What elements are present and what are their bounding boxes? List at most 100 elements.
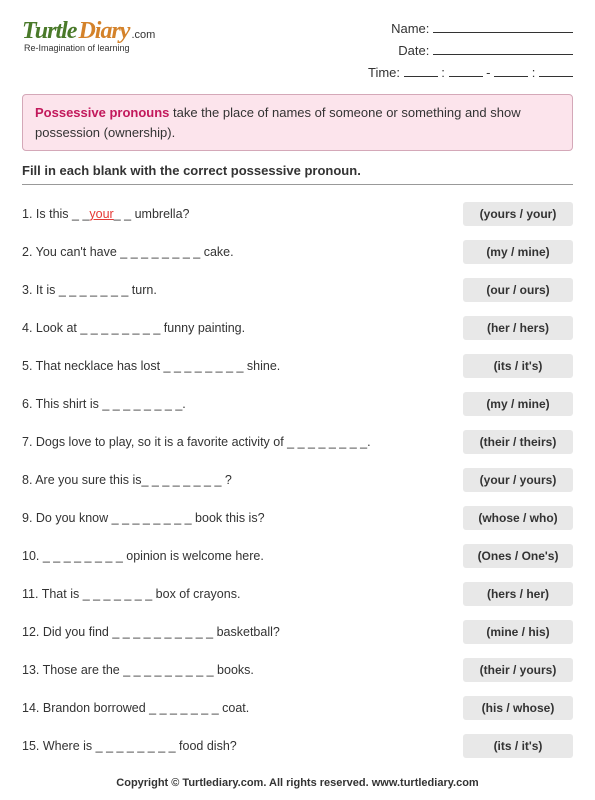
question-row: 7. Dogs love to play, so it is a favorit…	[22, 423, 573, 461]
question-number: 2.	[22, 245, 36, 259]
question-row: 15. Where is _ _ _ _ _ _ _ _ food dish?(…	[22, 727, 573, 765]
question-number: 4.	[22, 321, 36, 335]
question-number: 5.	[22, 359, 36, 373]
question-text: 9. Do you know _ _ _ _ _ _ _ _ book this…	[22, 511, 463, 525]
question-text: 11. That is _ _ _ _ _ _ _ box of crayons…	[22, 587, 463, 601]
question-row: 5. That necklace has lost _ _ _ _ _ _ _ …	[22, 347, 573, 385]
choice-pill: (their / yours)	[463, 658, 573, 682]
question-text: 1. Is this _ _your_ _ umbrella?	[22, 207, 463, 221]
question-pre: Is this _ _	[36, 207, 90, 221]
choice-pill: (its / it's)	[463, 354, 573, 378]
choice-pill: (your / yours)	[463, 468, 573, 492]
question-text: 3. It is _ _ _ _ _ _ _ turn.	[22, 283, 463, 297]
logo-word1: Turtle	[22, 18, 76, 45]
question-pre: Those are the _ _ _ _ _ _ _ _ _ books.	[43, 663, 254, 677]
time-blank-3[interactable]	[494, 65, 528, 77]
question-number: 7.	[22, 435, 36, 449]
question-text: 7. Dogs love to play, so it is a favorit…	[22, 435, 463, 449]
time-blank-2[interactable]	[449, 65, 483, 77]
question-pre: It is _ _ _ _ _ _ _ turn.	[36, 283, 157, 297]
question-pre: Did you find _ _ _ _ _ _ _ _ _ _ basketb…	[43, 625, 280, 639]
logo-tagline: Re-Imagination of learning	[22, 43, 130, 53]
question-row: 12. Did you find _ _ _ _ _ _ _ _ _ _ bas…	[22, 613, 573, 651]
time-label: Time:	[368, 65, 400, 80]
question-post: _ _ umbrella?	[114, 207, 190, 221]
question-row: 10. _ _ _ _ _ _ _ _ opinion is welcome h…	[22, 537, 573, 575]
question-row: 2. You can't have _ _ _ _ _ _ _ _ cake.(…	[22, 233, 573, 271]
question-row: 13. Those are the _ _ _ _ _ _ _ _ _ book…	[22, 651, 573, 689]
question-row: 9. Do you know _ _ _ _ _ _ _ _ book this…	[22, 499, 573, 537]
question-number: 1.	[22, 207, 36, 221]
date-label: Date:	[398, 43, 429, 58]
footer: Copyright © Turtlediary.com. All rights …	[22, 777, 573, 789]
question-number: 6.	[22, 397, 36, 411]
time-sep1: :	[441, 65, 445, 80]
question-pre: That necklace has lost _ _ _ _ _ _ _ _ s…	[36, 359, 281, 373]
question-text: 10. _ _ _ _ _ _ _ _ opinion is welcome h…	[22, 549, 463, 563]
question-pre: Dogs love to play, so it is a favorite a…	[36, 435, 371, 449]
name-line: Name:	[368, 18, 573, 40]
question-row: 1. Is this _ _your_ _ umbrella?(yours / …	[22, 195, 573, 233]
question-row: 3. It is _ _ _ _ _ _ _ turn.(our / ours)	[22, 271, 573, 309]
question-text: 8. Are you sure this is_ _ _ _ _ _ _ _ ?	[22, 473, 463, 487]
question-pre: Look at _ _ _ _ _ _ _ _ funny painting.	[36, 321, 245, 335]
choice-pill: (whose / who)	[463, 506, 573, 530]
question-number: 13.	[22, 663, 43, 677]
question-text: 5. That necklace has lost _ _ _ _ _ _ _ …	[22, 359, 463, 373]
question-row: 14. Brandon borrowed _ _ _ _ _ _ _ coat.…	[22, 689, 573, 727]
logo: Turtle Diary .com Re-Imagination of lear…	[22, 18, 155, 53]
questions-list: 1. Is this _ _your_ _ umbrella?(yours / …	[22, 195, 573, 765]
question-row: 4. Look at _ _ _ _ _ _ _ _ funny paintin…	[22, 309, 573, 347]
logo-suffix: .com	[131, 29, 155, 41]
date-line: Date:	[368, 40, 573, 62]
question-text: 14. Brandon borrowed _ _ _ _ _ _ _ coat.	[22, 701, 463, 715]
question-pre: That is _ _ _ _ _ _ _ box of crayons.	[42, 587, 241, 601]
question-pre: _ _ _ _ _ _ _ _ opinion is welcome here.	[43, 549, 264, 563]
time-sep2: -	[486, 65, 490, 80]
choice-pill: (his / whose)	[463, 696, 573, 720]
choice-pill: (hers / her)	[463, 582, 573, 606]
question-row: 8. Are you sure this is_ _ _ _ _ _ _ _ ?…	[22, 461, 573, 499]
question-text: 13. Those are the _ _ _ _ _ _ _ _ _ book…	[22, 663, 463, 677]
logo-word2: Diary	[78, 18, 129, 45]
choice-pill: (our / ours)	[463, 278, 573, 302]
question-number: 15.	[22, 739, 43, 753]
header: Turtle Diary .com Re-Imagination of lear…	[22, 18, 573, 84]
question-pre: You can't have _ _ _ _ _ _ _ _ cake.	[36, 245, 234, 259]
date-blank[interactable]	[433, 43, 573, 55]
time-blank-4[interactable]	[539, 65, 573, 77]
choice-pill: (yours / your)	[463, 202, 573, 226]
question-number: 12.	[22, 625, 43, 639]
question-number: 8.	[22, 473, 35, 487]
time-sep3: :	[532, 65, 536, 80]
question-text: 15. Where is _ _ _ _ _ _ _ _ food dish?	[22, 739, 463, 753]
question-pre: Are you sure this is_ _ _ _ _ _ _ _ ?	[35, 473, 232, 487]
question-answer: your	[89, 207, 113, 221]
choice-pill: (its / it's)	[463, 734, 573, 758]
question-text: 6. This shirt is _ _ _ _ _ _ _ _.	[22, 397, 463, 411]
name-blank[interactable]	[433, 21, 573, 33]
question-number: 11.	[22, 587, 42, 601]
choice-pill: (my / mine)	[463, 392, 573, 416]
question-pre: Where is _ _ _ _ _ _ _ _ food dish?	[43, 739, 237, 753]
question-row: 6. This shirt is _ _ _ _ _ _ _ _.(my / m…	[22, 385, 573, 423]
question-number: 9.	[22, 511, 36, 525]
choice-pill: (her / hers)	[463, 316, 573, 340]
question-pre: Brandon borrowed _ _ _ _ _ _ _ coat.	[43, 701, 249, 715]
name-label: Name:	[391, 21, 429, 36]
question-pre: Do you know _ _ _ _ _ _ _ _ book this is…	[36, 511, 265, 525]
time-line: Time: : - :	[368, 62, 573, 84]
question-text: 4. Look at _ _ _ _ _ _ _ _ funny paintin…	[22, 321, 463, 335]
logo-line: Turtle Diary .com	[22, 18, 155, 45]
definition-term: Possessive pronouns	[35, 105, 169, 120]
choice-pill: (their / theirs)	[463, 430, 573, 454]
question-number: 3.	[22, 283, 36, 297]
choice-pill: (mine / his)	[463, 620, 573, 644]
question-text: 12. Did you find _ _ _ _ _ _ _ _ _ _ bas…	[22, 625, 463, 639]
time-blank-1[interactable]	[404, 65, 438, 77]
choice-pill: (Ones / One's)	[463, 544, 573, 568]
question-text: 2. You can't have _ _ _ _ _ _ _ _ cake.	[22, 245, 463, 259]
question-number: 14.	[22, 701, 43, 715]
instructions: Fill in each blank with the correct poss…	[22, 163, 573, 185]
definition-box: Possessive pronouns take the place of na…	[22, 94, 573, 151]
